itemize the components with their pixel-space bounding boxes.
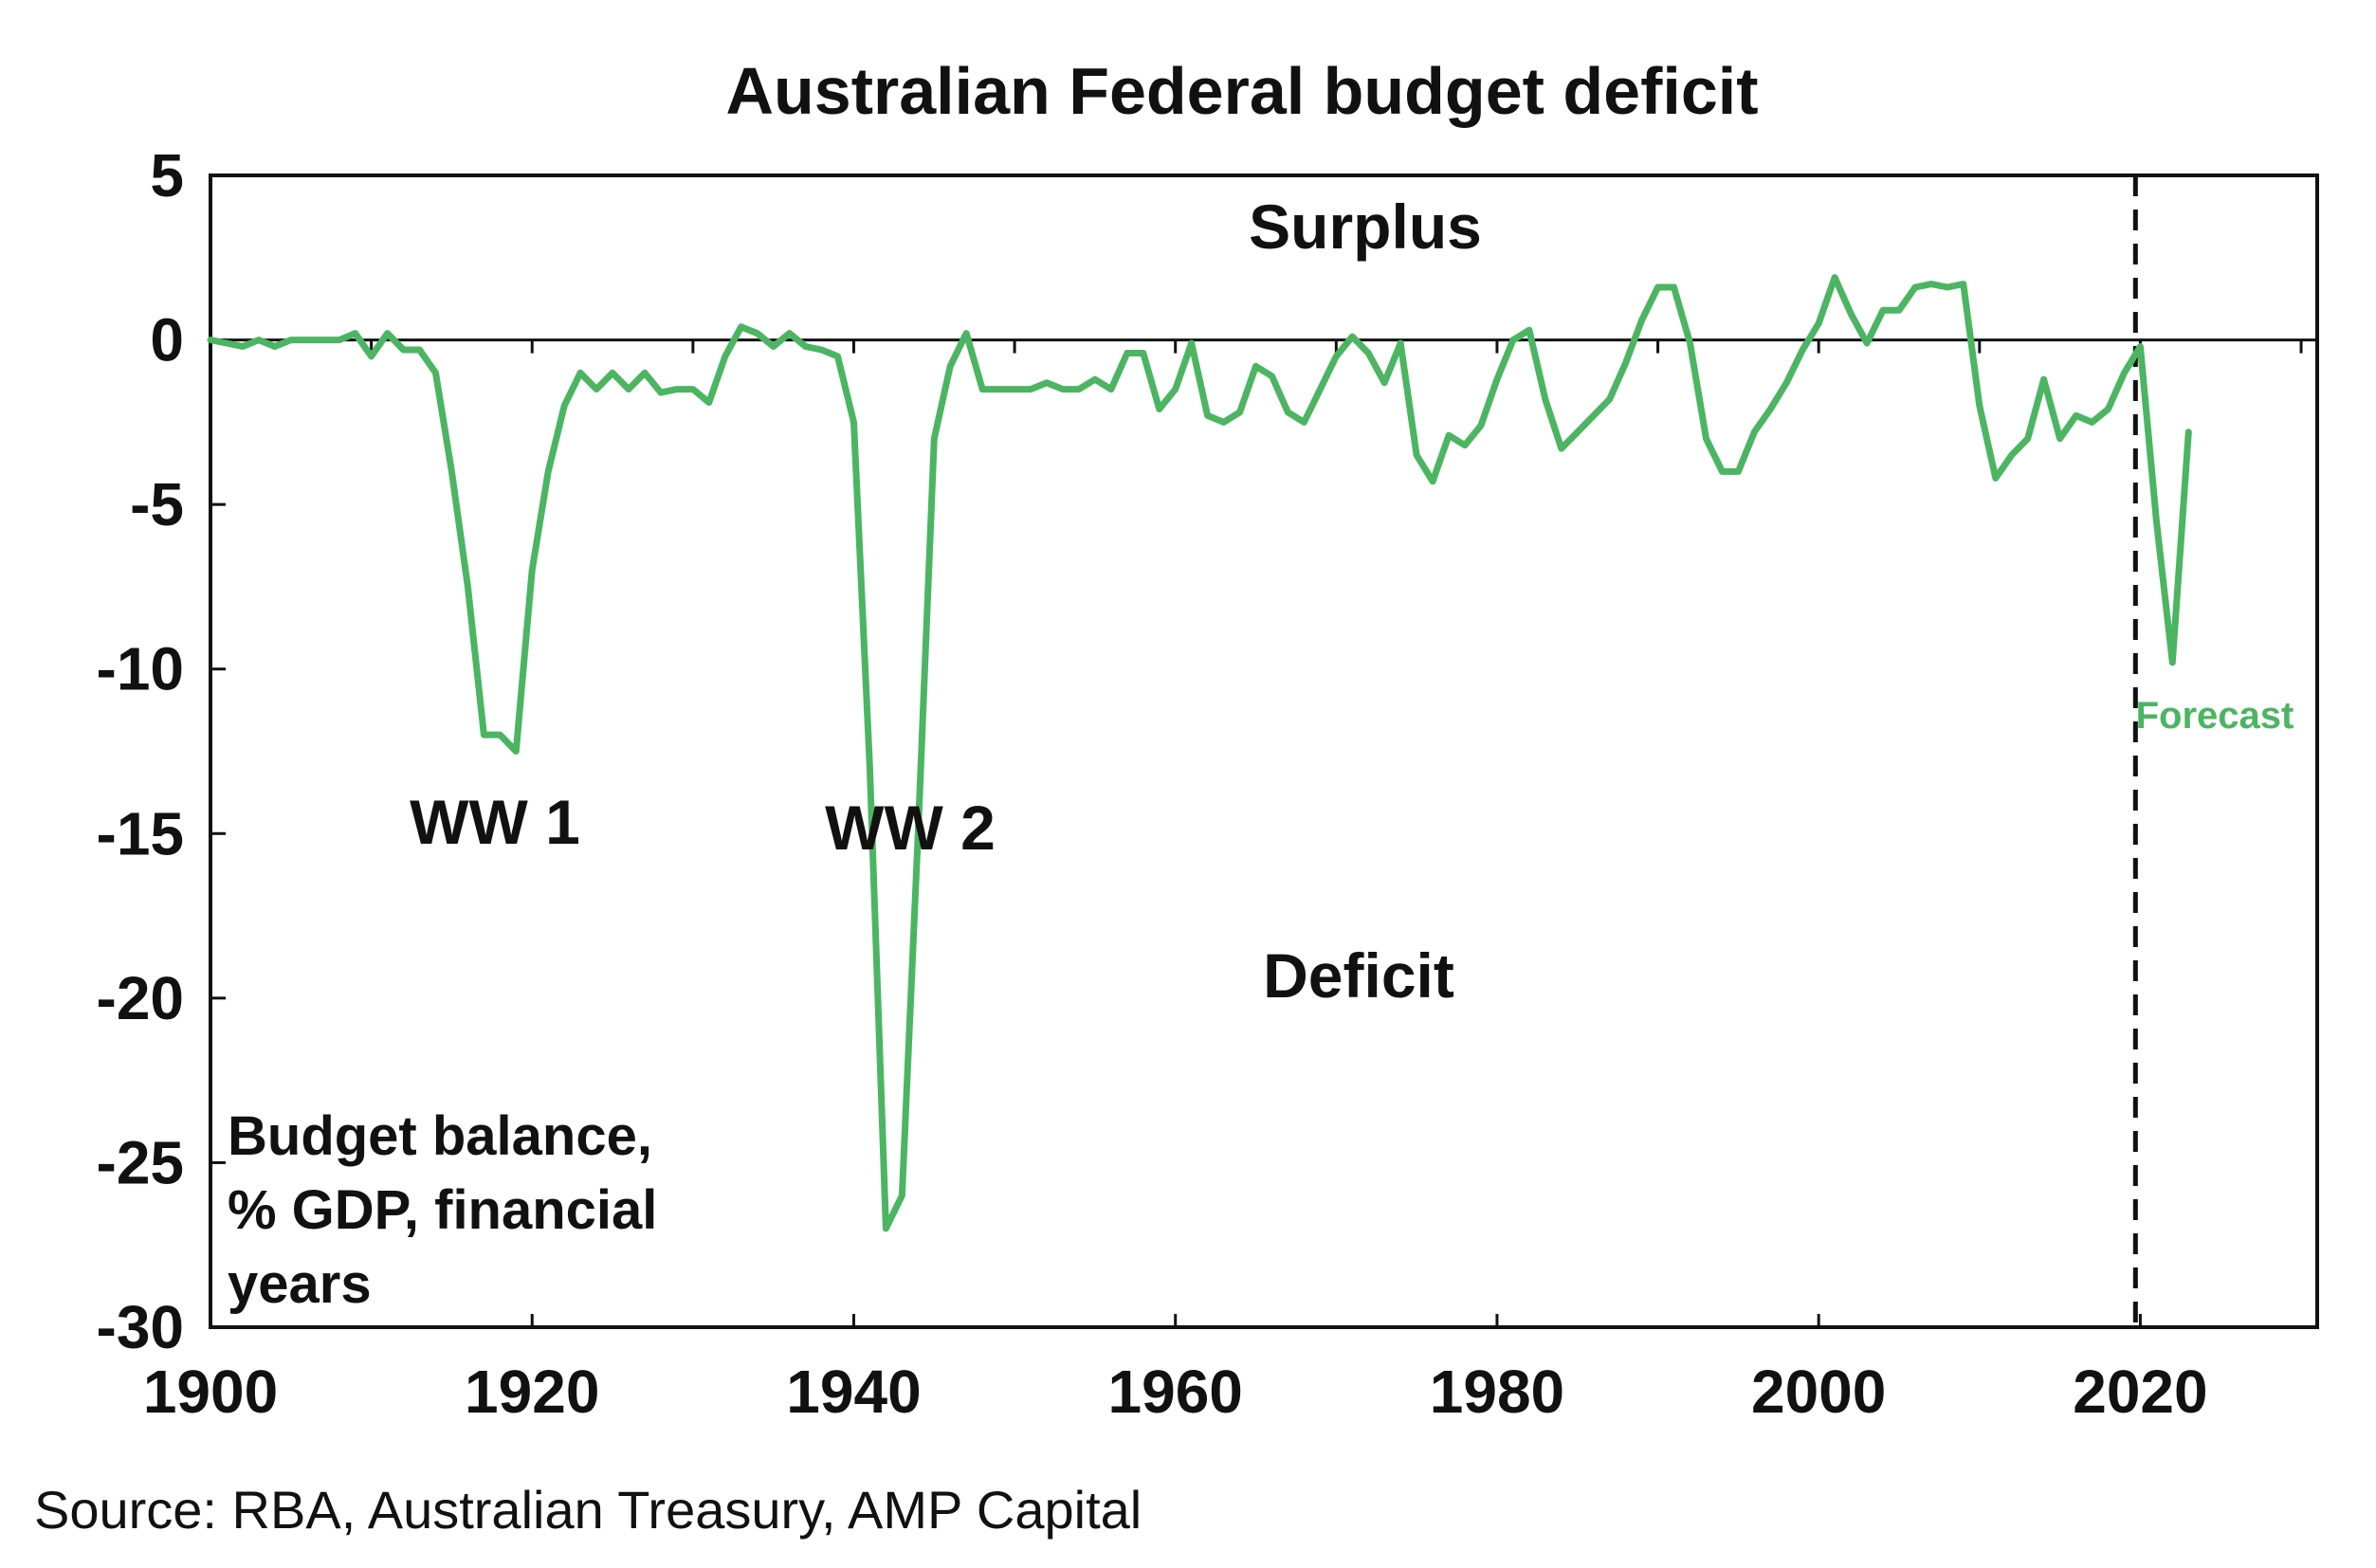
x-tick-label: 1960 [1108,1358,1243,1426]
y-axis-label-line-2: % GDP, financial [228,1179,657,1241]
forecast-annotation: Forecast [2136,695,2294,737]
ww1-annotation: WW 1 [410,787,580,857]
x-tick-label: 1900 [143,1358,278,1426]
source-note: Source: RBA, Australian Treasury, AMP Ca… [34,1480,1142,1540]
plot-frame [209,173,2319,1329]
y-tick-label: -15 [97,799,185,867]
y-tick-label: -5 [130,470,184,538]
series-group [207,274,2192,1232]
y-axis: 5 0 -5 -10 -15 -20 -25 -30 [97,141,226,1361]
y-tick-label: -25 [97,1128,185,1196]
plot-area [209,173,2319,1329]
y-tick-label: 5 [150,141,184,210]
x-tick-label: 1980 [1430,1358,1564,1426]
x-tick-label: 1940 [786,1358,921,1426]
deficit-annotation: Deficit [1263,940,1454,1011]
surplus-annotation: Surplus [1249,191,1482,262]
y-tick-label: -10 [97,635,185,703]
y-axis-label-line-3: years [228,1253,372,1315]
x-tick-label: 1920 [465,1358,599,1426]
y-tick-label: -30 [97,1293,185,1361]
y-tick-label: -20 [97,964,185,1032]
y-tick-label: 0 [150,306,184,374]
chart-title: Australian Federal budget deficit [725,54,1758,128]
x-tick-label: 2000 [1751,1358,1886,1426]
x-axis: 1900 1920 1940 1960 1980 2000 2020 [143,339,2303,1426]
y-axis-label-line-1: Budget balance, [228,1105,652,1167]
budget-balance-line [207,274,2192,1232]
ww2-annotation: WW 2 [825,793,996,863]
x-tick-label: 2020 [2073,1358,2207,1426]
